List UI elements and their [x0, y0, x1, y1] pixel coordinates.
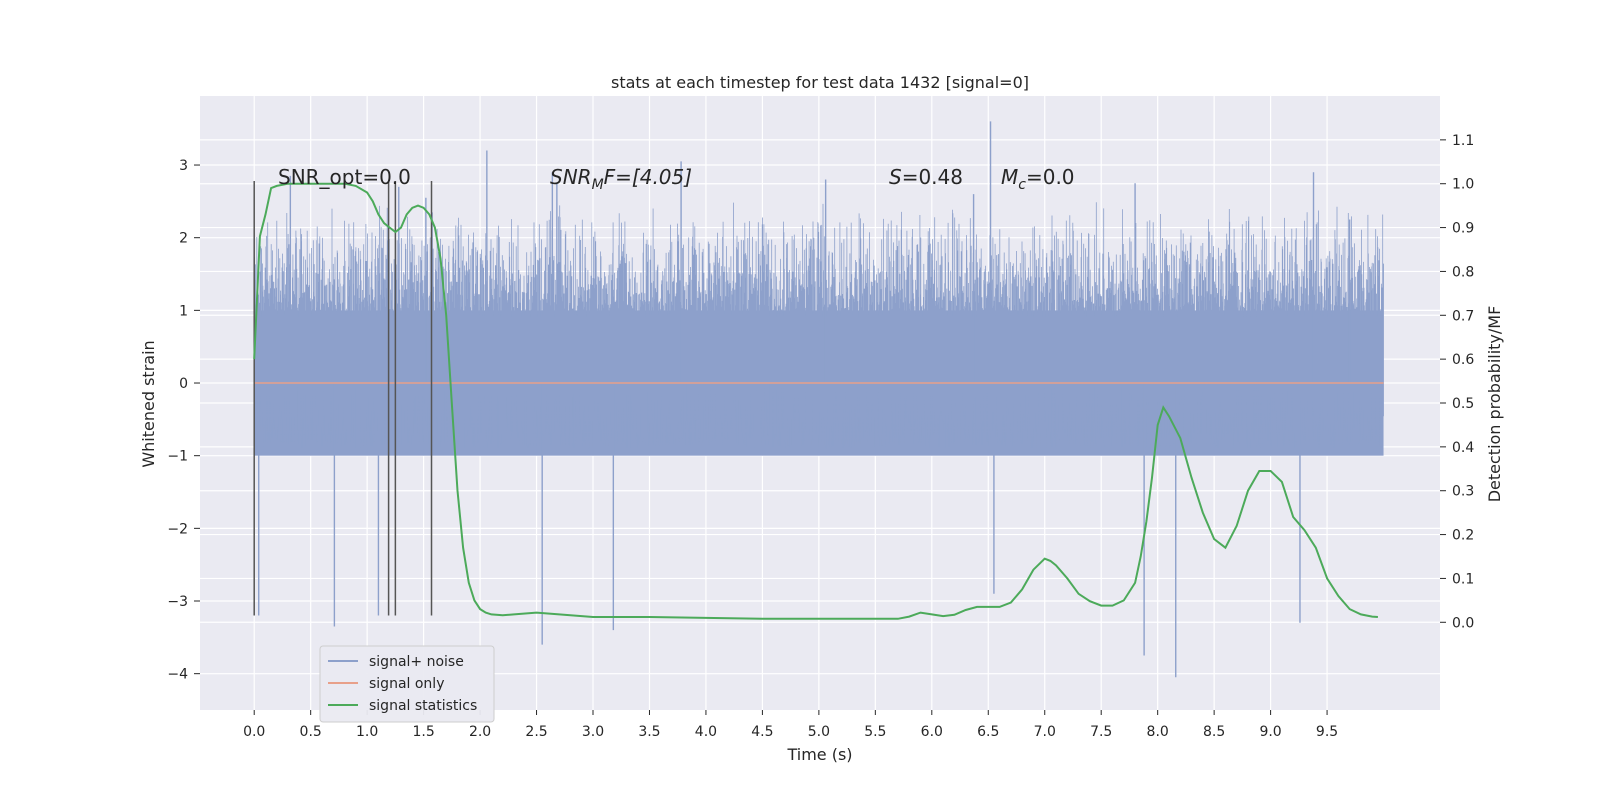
y-left-tick-label: 0	[179, 376, 188, 392]
x-tick-label: 9.0	[1259, 724, 1281, 740]
annotation-snr-mf: SNRMF=[4.05]	[550, 165, 692, 193]
y-left-tick-label: −2	[167, 521, 188, 537]
chart-title: stats at each timestep for test data 143…	[611, 73, 1029, 92]
y-left-tick-label: −1	[167, 449, 188, 465]
y-left-tick-label: −3	[167, 594, 188, 610]
y-right-tick-label: 0.4	[1452, 440, 1474, 456]
x-tick-label: 7.5	[1090, 724, 1112, 740]
x-tick-label: 2.0	[469, 724, 491, 740]
y-left-tick-label: −4	[167, 667, 188, 683]
y-right-tick-label: 0.7	[1452, 308, 1474, 324]
x-tick-label: 5.5	[864, 724, 886, 740]
x-tick-label: 4.0	[695, 724, 717, 740]
vertical-markers	[253, 181, 433, 616]
x-tick-label: 5.0	[808, 724, 830, 740]
annotation-s: S=0.48	[889, 165, 963, 189]
x-tick-label: 6.5	[977, 724, 999, 740]
y-right-axis-label: Detection probability/MF	[1485, 306, 1504, 503]
y-left-axis-label: Whitened strain	[139, 340, 158, 467]
x-tick-label: 3.0	[582, 724, 604, 740]
y-right-tick-label: 0.9	[1452, 221, 1474, 237]
legend: signal+ noise signal only signal statist…	[319, 645, 495, 723]
x-axis-ticks: 0.0 0.5 1.0 1.5 2.0 2.5 3.0 3.5 4.0 4.5 5.0 5.5 6.0 6…	[243, 710, 1338, 740]
y-left-tick-label: 2	[179, 231, 188, 247]
y-left-axis-ticks: −4 −3 −2 −1 0 1 2 3	[167, 158, 200, 683]
y-right-tick-label: 0.2	[1452, 528, 1474, 544]
y-right-tick-label: 0.3	[1452, 484, 1474, 500]
x-tick-label: 0.0	[243, 724, 265, 740]
x-tick-label: 3.5	[638, 724, 660, 740]
x-tick-label: 9.5	[1316, 724, 1338, 740]
y-left-tick-label: 1	[179, 303, 188, 319]
y-right-tick-label: 1.1	[1452, 133, 1474, 149]
signal-statistics-line	[253, 182, 1378, 620]
x-tick-label: 8.5	[1203, 724, 1225, 740]
y-right-tick-label: 0.0	[1452, 615, 1474, 631]
x-tick-label: 1.5	[412, 724, 434, 740]
y-right-tick-label: 0.6	[1452, 352, 1474, 368]
legend-box	[319, 645, 495, 723]
y-right-tick-label: 0.8	[1452, 264, 1474, 280]
x-axis-label: Time (s)	[786, 745, 852, 764]
x-tick-label: 0.5	[300, 724, 322, 740]
x-tick-label: 6.0	[921, 724, 943, 740]
annotation-mc: Mc=0.0	[1001, 165, 1075, 193]
annotation-snr-opt: SNR_opt=0.0	[278, 165, 411, 189]
x-tick-label: 7.0	[1034, 724, 1056, 740]
y-right-tick-label: 0.1	[1452, 571, 1474, 587]
x-tick-label: 8.0	[1147, 724, 1169, 740]
legend-label-signal-plus-noise: signal+ noise	[369, 654, 464, 670]
y-left-tick-label: 3	[179, 158, 188, 174]
y-right-tick-label: 0.5	[1452, 396, 1474, 412]
legend-label-signal-statistics: signal statistics	[369, 698, 477, 714]
legend-label-signal-only: signal only	[369, 676, 444, 692]
y-right-axis-ticks: 0.0 0.1 0.2 0.3 0.4 0.5 0.6 0.7 0.8 0.9 1.0 1.1	[1440, 133, 1474, 631]
y-right-tick-label: 1.0	[1452, 177, 1474, 193]
x-tick-label: 4.5	[751, 724, 773, 740]
x-tick-label: 2.5	[525, 724, 547, 740]
series-signal-statistics	[253, 182, 1378, 620]
x-tick-label: 1.0	[356, 724, 378, 740]
